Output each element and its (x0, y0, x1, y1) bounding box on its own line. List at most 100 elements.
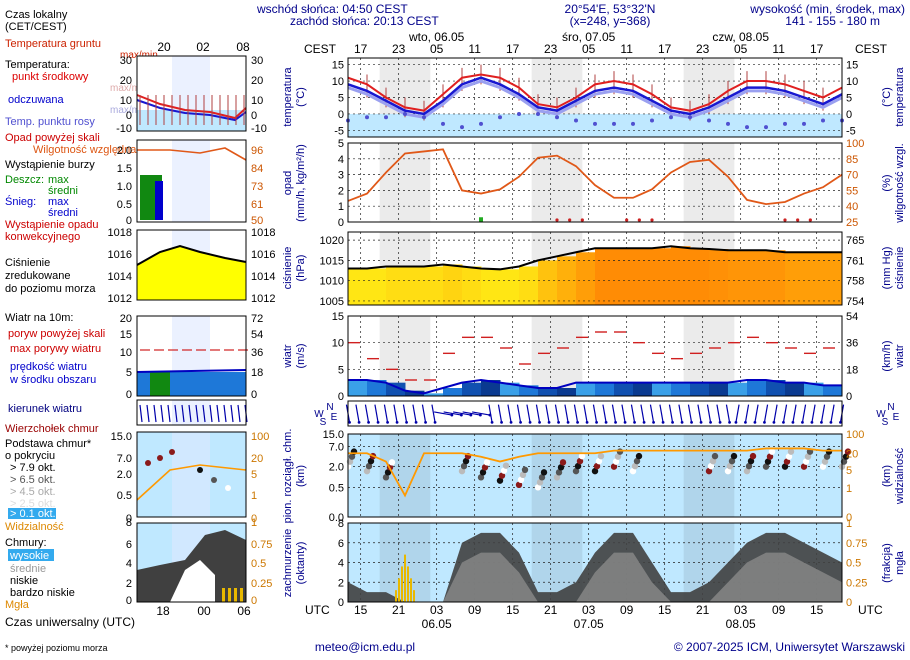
cloud-base-marker (749, 452, 757, 460)
legend-tick-label: 0.75 (251, 539, 272, 551)
legend-tick-label: 10 (120, 95, 132, 107)
wind-speed-fill (367, 380, 387, 396)
fog-bar (395, 590, 397, 602)
wind-speed-fill (557, 388, 577, 396)
wind-arrow-head (642, 420, 646, 424)
cloud-base-marker (825, 448, 833, 455)
legend-tick-label: 36 (251, 347, 263, 359)
wind-arrow (611, 404, 617, 423)
wind-speed-line (348, 378, 842, 395)
wind-speed-fill (443, 388, 463, 396)
temp-max-line (347, 73, 843, 112)
dew-point-marker (517, 111, 521, 116)
legend-tick-label: 61 (251, 199, 263, 211)
axis-tick-label: 0.5 (329, 482, 344, 494)
wind-arrow-head (801, 420, 804, 424)
fog-bar (404, 554, 406, 602)
night-band (683, 434, 735, 517)
legend-fog: Mgła (5, 599, 30, 611)
wind-arrow (564, 404, 569, 423)
legend-temp-title: Temperatura: (5, 59, 70, 71)
panel-temp-border (347, 57, 843, 138)
footer-email[interactable]: meteo@icm.edu.pl (315, 640, 415, 654)
legend-tick-label: 0 (251, 389, 257, 401)
dew-point-marker (422, 115, 426, 120)
cloud-base-marker (578, 452, 586, 460)
legend-wind-arrow-sample (230, 404, 234, 423)
wind-arrow (830, 404, 835, 423)
night-band (683, 143, 735, 222)
cloud-base-marker (559, 459, 567, 466)
cloud-base-marker (724, 467, 732, 475)
axis-tick-label: 100 (846, 138, 864, 150)
dew-point-marker (574, 118, 578, 123)
legend-tick-label: 1016 (108, 249, 132, 261)
axis-label: (mm Hg) (881, 247, 893, 290)
wind-arrow (497, 404, 503, 423)
legend-tick-label: 0 (126, 513, 132, 525)
cloud-base-marker (842, 453, 850, 460)
wind-speed-fill (424, 393, 444, 396)
legend-cloud-base-sample (145, 460, 151, 466)
legend-wind-dir: kierunek wiatru (8, 403, 82, 415)
legend-tick-label: 84 (251, 163, 263, 175)
cloud-base-marker (785, 453, 793, 460)
precip-occurrence-dot (808, 218, 812, 222)
panel-cloudbase-bg (348, 434, 842, 517)
wind-arrow-head (671, 420, 674, 424)
cloud-base-marker (726, 462, 734, 470)
local-time-title: Czas lokalny (5, 9, 68, 21)
cloud-base-marker (709, 457, 717, 465)
wind-arrow-head (376, 420, 380, 424)
legend-wind-arrow-sample (209, 404, 213, 423)
legend-cloud-base-sample (225, 485, 231, 491)
cloud-base-marker (804, 453, 812, 460)
time-tick-local: 11 (468, 42, 481, 56)
wind-arrow-head (509, 420, 513, 424)
pressure-fill (367, 268, 387, 305)
legend-cloud-top: Wierzchołek chmur (5, 423, 99, 435)
wind-arrow (526, 404, 531, 423)
legend-snow: Śnieg: (5, 195, 36, 208)
axis-tick-label: 0.25 (846, 577, 867, 589)
legend-tick-label: 4 (126, 558, 132, 570)
time-tick-local: 05 (430, 42, 444, 56)
wind-arrow (630, 404, 636, 423)
precip-occurrence-dot (568, 218, 572, 222)
panel-precip-bg (348, 143, 842, 222)
wind-arrow (545, 404, 550, 423)
panel-cloudbase-border (347, 433, 843, 518)
cloud-base-marker (707, 462, 715, 470)
axis-tick-label: -5 (846, 125, 856, 137)
wind-speed-fill (633, 382, 653, 396)
dew-point-marker (460, 125, 464, 130)
wind-arrow-head (699, 420, 703, 424)
wind-speed-fill (690, 382, 710, 396)
coords-text: 20°54'E, 53°32'N (565, 2, 656, 16)
legend-fog-sample (222, 588, 225, 602)
axis-label: wilgotność wzgl. (894, 143, 906, 223)
axis-label: (frakcja) (881, 543, 893, 583)
legend-cloud-base-1: Podstawa chmur* (5, 438, 92, 450)
legend-storm: Wystąpienie burzy (5, 159, 95, 171)
axis-tick-label: 0.0 (329, 512, 344, 524)
legend-snow-max: max (48, 196, 69, 208)
wind-arrow (602, 404, 607, 423)
wind-arrow (374, 404, 379, 423)
wind-arrow (535, 404, 541, 423)
pressure-fill (747, 250, 767, 305)
legend-tick-label: 1014 (251, 271, 275, 283)
wind-arrow (820, 404, 826, 423)
wind-arrow (412, 404, 417, 423)
cloud-base-marker (574, 462, 582, 470)
legend-utc-tick: 06 (237, 604, 251, 618)
compass-s: S (320, 417, 327, 428)
cloud-base-marker (367, 457, 375, 465)
time-tick-utc: 21 (544, 603, 558, 617)
cloud-base-marker (595, 457, 603, 465)
precip-occurrence-dot (625, 218, 629, 222)
legend-clouds-vlow: bardzo niskie (10, 587, 75, 599)
pressure-fill (709, 249, 729, 305)
cloud-base-marker (460, 462, 468, 470)
dew-point-marker (536, 111, 540, 116)
